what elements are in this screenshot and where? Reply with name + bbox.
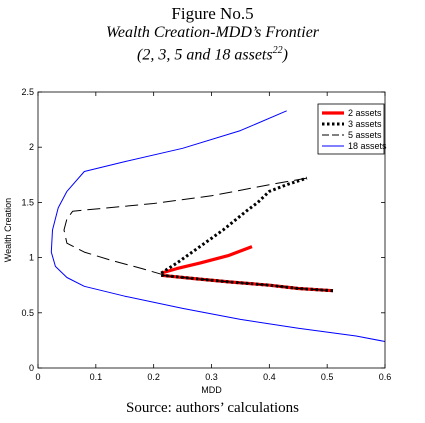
y-tick-label: 0.5 bbox=[21, 308, 34, 318]
y-tick-label: 2.5 bbox=[21, 87, 34, 97]
figure-title: Wealth Creation-MDD’s Frontier bbox=[105, 24, 320, 41]
x-tick-label: 0.3 bbox=[205, 372, 218, 382]
x-tick-label: 0.5 bbox=[321, 372, 334, 382]
x-tick-label: 0 bbox=[35, 372, 40, 382]
series-line-5-assets-0 bbox=[63, 177, 307, 275]
y-axis-label: Wealth Creation bbox=[3, 198, 13, 262]
series-line-3-assets-0 bbox=[160, 176, 308, 275]
x-tick-label: 0.1 bbox=[90, 372, 103, 382]
figure-subtitle-end: ) bbox=[282, 46, 288, 64]
chart: 0 0.1 0.2 0.3 0.4 0.5 0.6 0 0.5 1 1.5 2 2.5 MDD Wealth… bbox=[3, 87, 391, 395]
series-line-2-assets-0 bbox=[160, 245, 253, 275]
legend-label: 3 assets bbox=[348, 119, 382, 129]
figure-subtitle: (2, 3, 5 and 18 assets22) bbox=[0, 45, 425, 64]
x-axis-label: MDD bbox=[201, 385, 222, 395]
legend-label: 2 assets bbox=[348, 108, 382, 118]
x-tick-label: 0.4 bbox=[263, 372, 276, 382]
y-tick-label: 0 bbox=[29, 363, 34, 373]
x-tick-label: 0.6 bbox=[379, 372, 392, 382]
footnote-reference: 22 bbox=[272, 45, 283, 56]
source-note: Source: authors’ calculations bbox=[126, 400, 299, 416]
y-tick-label: 2 bbox=[29, 142, 34, 152]
y-tick-label: 1.5 bbox=[21, 197, 34, 207]
series-line-18-assets-0 bbox=[50, 110, 386, 342]
legend-label: 18 assets bbox=[348, 141, 387, 151]
legend-label: 5 assets bbox=[348, 130, 382, 140]
plot-area bbox=[50, 110, 386, 342]
axes: 0 0.1 0.2 0.3 0.4 0.5 0.6 0 0.5 1 1.5 2 2.5 MDD Wealth… bbox=[3, 87, 391, 395]
figure-subtitle-text: (2, 3, 5 and 18 assets bbox=[137, 46, 273, 64]
y-tick-label: 1 bbox=[29, 253, 34, 263]
x-tick-label: 0.2 bbox=[147, 372, 160, 382]
figure-number: Figure No.5 bbox=[171, 4, 254, 23]
series-line-5-assets-1 bbox=[161, 274, 334, 292]
